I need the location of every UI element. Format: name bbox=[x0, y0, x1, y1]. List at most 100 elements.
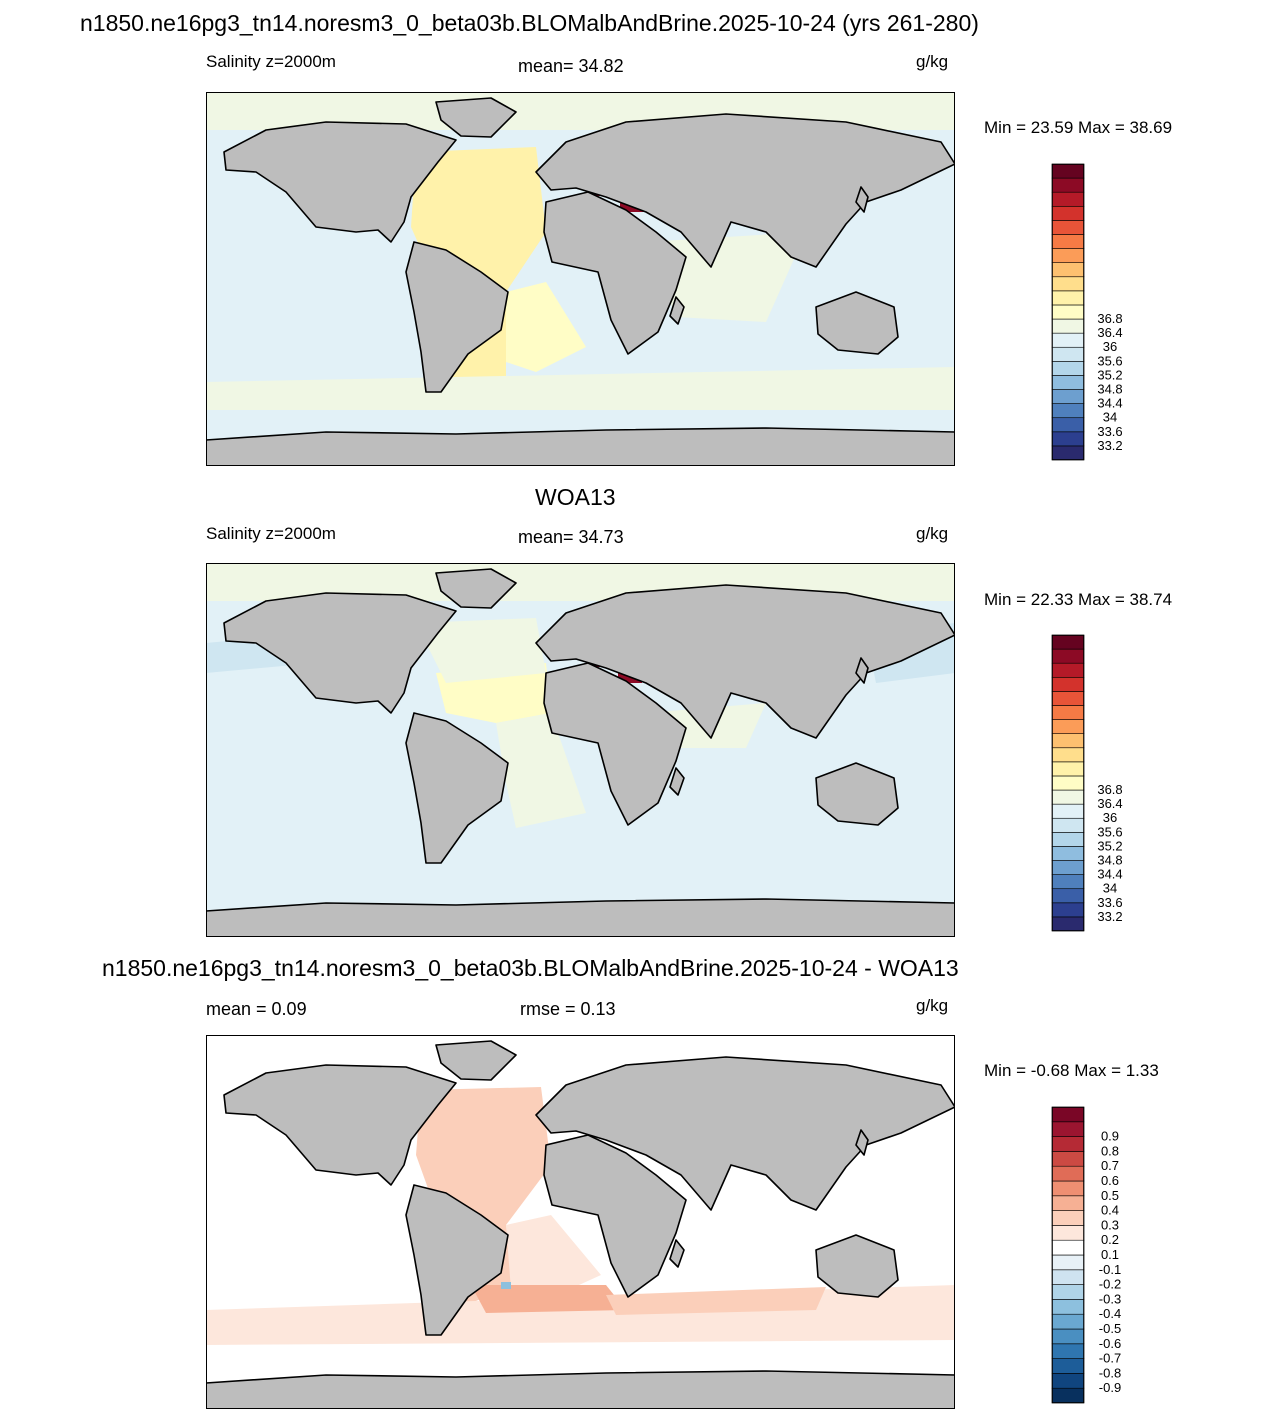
colorbar-swatch bbox=[1051, 1106, 1085, 1123]
colorbar-frame bbox=[1051, 634, 1085, 932]
eurasia bbox=[535, 1056, 955, 1211]
colorbar-swatch bbox=[1051, 676, 1085, 692]
colorbar-tick-label: -0.9 bbox=[1099, 1380, 1121, 1395]
colorbar-swatch bbox=[1051, 1284, 1085, 1300]
colorbar-swatch bbox=[1051, 1180, 1085, 1197]
colorbar-swatch bbox=[1051, 318, 1085, 334]
madagascar bbox=[669, 296, 685, 325]
colorbar-swatch bbox=[1051, 916, 1085, 932]
colorbar-swatch bbox=[1051, 874, 1085, 890]
colorbar-swatch bbox=[1051, 888, 1085, 904]
colorbar-swatch bbox=[1051, 1373, 1085, 1389]
colorbar-tick-label: 0.3 bbox=[1101, 1217, 1119, 1232]
colorbar-swatch bbox=[1051, 276, 1085, 292]
colorbar-swatch bbox=[1051, 747, 1085, 763]
colorbar-swatch bbox=[1051, 346, 1085, 362]
map-frame bbox=[206, 92, 955, 466]
colorbar-tick-label: 34 bbox=[1103, 410, 1117, 425]
colorbar-swatch bbox=[1051, 1151, 1085, 1167]
south-atlantic-strong bbox=[471, 1285, 626, 1313]
panel2-units-label: g/kg bbox=[916, 524, 949, 543]
colorbar-tick-label: -0.8 bbox=[1099, 1365, 1121, 1380]
colorbar-frame bbox=[1051, 1106, 1085, 1404]
mediterranean-east bbox=[618, 673, 642, 683]
colorbar-swatch bbox=[1051, 1195, 1085, 1211]
madagascar bbox=[669, 1239, 685, 1268]
panel3-units-label: g/kg bbox=[916, 996, 949, 1015]
colorbar-tick-label: -0.3 bbox=[1099, 1291, 1121, 1306]
colorbar-swatch bbox=[1051, 1225, 1085, 1241]
panel1-map bbox=[206, 92, 955, 466]
panel2-mean-label: mean= 34.73 bbox=[518, 527, 624, 547]
colorbar-tick-label: 36.4 bbox=[1097, 325, 1122, 340]
colorbar-tick-label: 35.6 bbox=[1097, 824, 1122, 839]
colorbar-tick-label: -0.4 bbox=[1099, 1306, 1121, 1321]
colorbar-tick-label: 36 bbox=[1103, 810, 1117, 825]
australia bbox=[815, 291, 899, 355]
colorbar-swatch bbox=[1051, 389, 1085, 404]
colorbar-tick-label: 34.4 bbox=[1097, 867, 1122, 882]
colorbar-tick-label: -0.6 bbox=[1099, 1336, 1121, 1351]
panel3-map-svg bbox=[206, 1035, 955, 1409]
colorbar-tick-label: 34.8 bbox=[1097, 853, 1122, 868]
colorbar-tick-label: 36.4 bbox=[1097, 796, 1122, 811]
colorbar-tick-label: -0.5 bbox=[1099, 1321, 1121, 1336]
colorbar-swatch bbox=[1051, 262, 1085, 278]
colorbar-swatch bbox=[1051, 803, 1085, 819]
map-frame bbox=[206, 563, 955, 937]
colorbar-swatch bbox=[1051, 1165, 1085, 1182]
land-masses bbox=[206, 1040, 955, 1409]
colorbar-swatch bbox=[1051, 1239, 1085, 1256]
colorbar-tick-label: 36 bbox=[1103, 339, 1117, 354]
south-america bbox=[405, 712, 509, 864]
south-atlantic-region bbox=[496, 713, 586, 828]
colorbar-tick-label: 34 bbox=[1103, 881, 1117, 896]
colorbar-swatch bbox=[1051, 846, 1085, 861]
colorbar-tick-label: 36.8 bbox=[1097, 311, 1122, 326]
colorbar-swatch bbox=[1051, 304, 1085, 320]
colorbar-tick-label: 0.6 bbox=[1101, 1173, 1119, 1188]
colorbar-swatch bbox=[1051, 445, 1085, 461]
negative-patch bbox=[501, 1282, 511, 1289]
colorbar-tick-label: 0.9 bbox=[1101, 1129, 1119, 1144]
africa bbox=[543, 662, 687, 826]
colorbar-swatch bbox=[1051, 1387, 1085, 1404]
south-america bbox=[405, 241, 509, 393]
japan bbox=[855, 657, 869, 684]
colorbar-swatch bbox=[1051, 1358, 1085, 1374]
colorbar-swatch bbox=[1051, 1136, 1085, 1152]
panel2-variable-label: Salinity z=2000m bbox=[206, 524, 336, 543]
panel3-title: n1850.ne16pg3_tn14.noresm3_0_beta03b.BLO… bbox=[102, 955, 959, 981]
colorbar-swatch bbox=[1051, 248, 1085, 263]
eurasia bbox=[535, 113, 955, 268]
colorbar-tick-label: 35.6 bbox=[1097, 353, 1122, 368]
panel3-colorbar-svg: -0.9-0.8-0.7-0.6-0.5-0.4-0.3-0.2-0.10.10… bbox=[1051, 1106, 1121, 1404]
africa bbox=[543, 191, 687, 355]
colorbar-tick-label: 34.8 bbox=[1097, 382, 1122, 397]
panel1-mean-label: mean= 34.82 bbox=[518, 56, 624, 76]
colorbar-tick-label: 35.2 bbox=[1097, 838, 1122, 853]
colorbar-swatch bbox=[1051, 775, 1085, 791]
southern-band bbox=[206, 367, 955, 410]
south-atlantic-region bbox=[506, 282, 586, 372]
colorbar-tick-label: 36.8 bbox=[1097, 782, 1122, 797]
colorbar-swatch bbox=[1051, 1210, 1085, 1226]
panel2-map-svg bbox=[206, 563, 955, 937]
north-america bbox=[223, 592, 457, 714]
panel1-minmax-label: Min = 23.59 Max = 38.69 bbox=[984, 118, 1173, 137]
colorbar-swatch bbox=[1051, 648, 1085, 664]
colorbar-swatch bbox=[1051, 332, 1085, 348]
australia bbox=[815, 762, 899, 826]
colorbar-swatch bbox=[1051, 832, 1085, 847]
colorbar-tick-label: 33.6 bbox=[1097, 424, 1122, 439]
greenland bbox=[435, 1040, 517, 1081]
colorbar-tick-label: 33.6 bbox=[1097, 895, 1122, 910]
colorbar-swatch bbox=[1051, 1313, 1085, 1330]
panel1-units-label: g/kg bbox=[916, 52, 949, 71]
colorbar-tick-label: -0.1 bbox=[1099, 1262, 1121, 1277]
colorbar-tick-label: 0.1 bbox=[1101, 1247, 1119, 1262]
colorbar-swatch bbox=[1051, 163, 1085, 179]
indian-ocean-region bbox=[646, 232, 806, 322]
